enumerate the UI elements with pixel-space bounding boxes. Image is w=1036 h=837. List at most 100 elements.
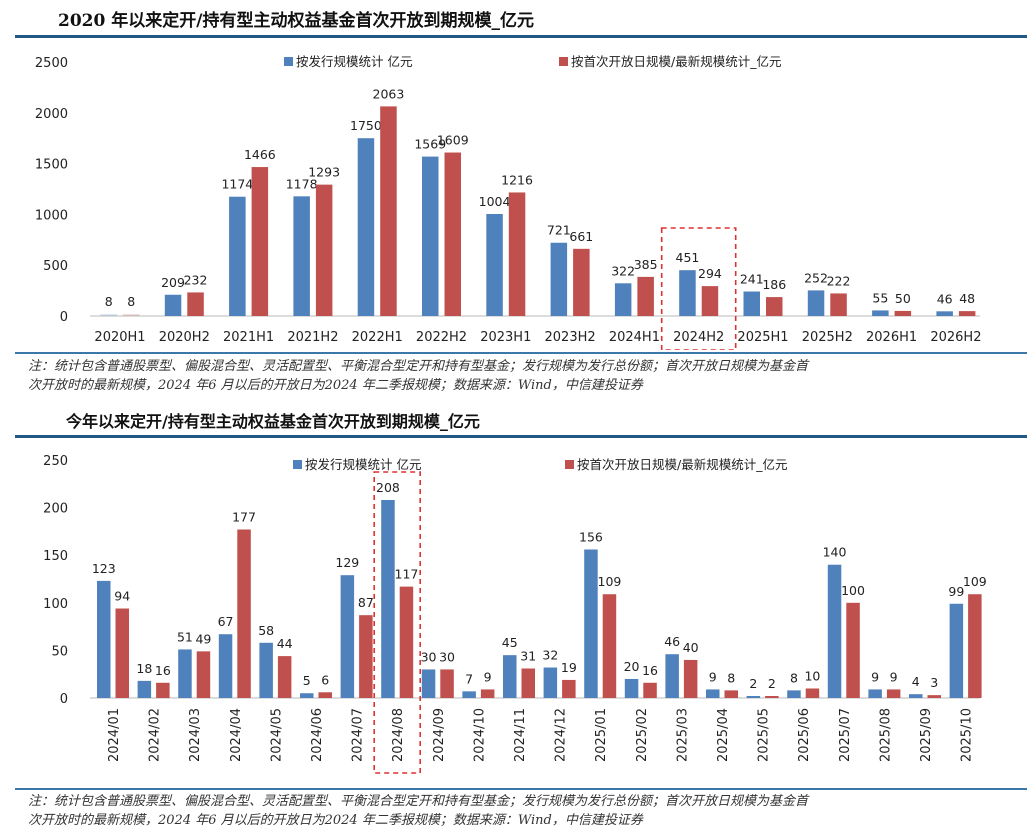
legend-swatch-series1 (293, 460, 302, 469)
bar-series2 (318, 692, 332, 698)
data-label-series1: 67 (218, 614, 234, 629)
data-label-series2: 117 (395, 567, 419, 582)
x-tick-label: 2024H2 (673, 330, 724, 345)
data-label-series1: 9 (709, 669, 717, 684)
bar-series1 (868, 689, 882, 698)
data-label-series2: 16 (155, 663, 171, 678)
bar-series1 (614, 283, 632, 316)
bar-series1 (259, 642, 273, 698)
bar-series2 (894, 310, 912, 316)
x-tick-label: 2024/07 (351, 708, 366, 762)
data-label-series2: 94 (114, 589, 130, 604)
data-label-series1: 129 (335, 555, 359, 570)
data-label-series1: 4 (912, 674, 920, 689)
y-tick-label: 100 (43, 597, 68, 612)
chart2-note-line1: 注：统计包含普通股票型、偏股混合型、灵活配置型、平衡混合型定开和持有型基金；发行… (28, 794, 809, 809)
x-tick-label: 2025/05 (757, 708, 772, 762)
x-tick-label: 2025/03 (675, 708, 690, 762)
bar-series1 (624, 678, 639, 698)
x-tick-label: 2025/06 (797, 708, 812, 762)
x-tick-label: 2024/02 (148, 708, 163, 762)
chart1-svg: 0 500 1000 1500 2000 2500 按发行规模统计 亿元 按首次开放日规模/最… (35, 54, 981, 350)
bar-series2 (602, 594, 617, 698)
bar-series1 (949, 603, 964, 698)
x-tick-label: 2020H1 (94, 330, 145, 345)
x-tick-label: 2023H2 (545, 330, 596, 345)
bar-series1 (827, 564, 842, 698)
x-tick-label: 2021H2 (287, 330, 338, 345)
data-label-series2: 109 (598, 574, 622, 589)
data-label-series2: 661 (569, 229, 593, 244)
data-label-series1: 46 (937, 291, 953, 306)
bar-series2 (187, 292, 204, 316)
bar-series2 (156, 682, 170, 698)
data-label-series2: 2063 (373, 86, 405, 101)
data-label-series2: 30 (439, 649, 455, 664)
x-tick-label: 2024/08 (391, 708, 406, 762)
x-tick-label: 2025H1 (737, 330, 788, 345)
y-tick-label: 1000 (35, 208, 68, 223)
bar-series1 (872, 310, 889, 316)
bar-series2 (766, 297, 783, 316)
y-tick-label: 50 (51, 644, 68, 659)
data-label-series2: 9 (484, 669, 492, 684)
y-tick-label: 0 (60, 692, 68, 707)
data-label-series2: 8 (727, 670, 735, 685)
bar-series1 (229, 196, 246, 316)
bar-series2 (765, 696, 779, 698)
bar-series2 (315, 184, 333, 316)
data-label-series1: 252 (804, 270, 828, 285)
y-tick-label: 0 (60, 310, 68, 325)
data-label-series1: 322 (611, 263, 635, 278)
data-label-series1: 1750 (350, 118, 382, 133)
data-label-series1: 51 (177, 629, 193, 644)
bar-series2 (380, 106, 397, 316)
data-label-series2: 1466 (244, 147, 276, 162)
x-tick-label: 2025/04 (716, 708, 731, 762)
data-label-series2: 109 (963, 574, 987, 589)
bar-series1 (550, 242, 568, 316)
data-label-series2: 44 (277, 636, 293, 651)
bar-series1 (100, 314, 117, 316)
chart2-title-rule (15, 435, 1027, 438)
data-label-series1: 58 (258, 623, 274, 638)
chart1-note-line1: 注：统计包含普通股票型、偏股混合型、灵活配置型、平衡混合型定开和持有型基金；发行… (28, 359, 809, 374)
data-label-series2: 1609 (437, 133, 469, 148)
data-label-series2: 3 (930, 675, 938, 690)
highlight-box (660, 227, 737, 350)
bar-series2 (123, 314, 140, 316)
bar-series1 (293, 196, 310, 316)
bar-series2 (701, 286, 719, 316)
data-label-series2: 1293 (308, 165, 340, 180)
x-tick-label: 2025/08 (878, 708, 893, 762)
data-label-series1: 5 (303, 673, 311, 688)
bar-series1 (543, 667, 558, 698)
bar-series2 (830, 293, 847, 316)
data-label-series1: 123 (92, 561, 116, 576)
bar-series1 (178, 649, 192, 698)
chart1-title: 2020 年以来定开/持有型主动权益基金首次开放到期规模_亿元 (58, 11, 534, 31)
bar-series2 (724, 690, 738, 698)
chart2-bottom-rule (15, 788, 1027, 790)
chart2-note: 注：统计包含普通股票型、偏股混合型、灵活配置型、平衡混合型定开和持有型基金；发行… (28, 792, 1028, 830)
data-label-series2: 40 (683, 640, 699, 655)
bar-series2 (562, 679, 576, 698)
x-tick-label: 2024/12 (554, 708, 569, 762)
chart2-note-line2: 次开放时的最新规模，2024 年6 月以后的开放日为2024 年二季报规模；数据… (28, 813, 643, 828)
bar-series1 (679, 270, 696, 316)
x-tick-label: 2024/05 (269, 708, 284, 762)
x-tick-label: 2025/07 (838, 708, 853, 762)
y-tick-label: 2500 (35, 56, 68, 71)
data-label-series2: 8 (127, 294, 135, 309)
x-tick-label: 2023H1 (480, 330, 531, 345)
data-label-series2: 48 (959, 291, 975, 306)
bar-series1 (422, 156, 439, 316)
x-tick-label: 2025H2 (802, 330, 853, 345)
chart1-bottom-rule (15, 352, 1027, 354)
bar-series2 (643, 682, 657, 698)
data-label-series2: 16 (642, 663, 658, 678)
x-tick-label: 2025/09 (919, 708, 934, 762)
data-label-series1: 55 (872, 290, 888, 305)
x-tick-label: 2025/02 (635, 708, 650, 762)
bar-series1 (218, 634, 233, 698)
